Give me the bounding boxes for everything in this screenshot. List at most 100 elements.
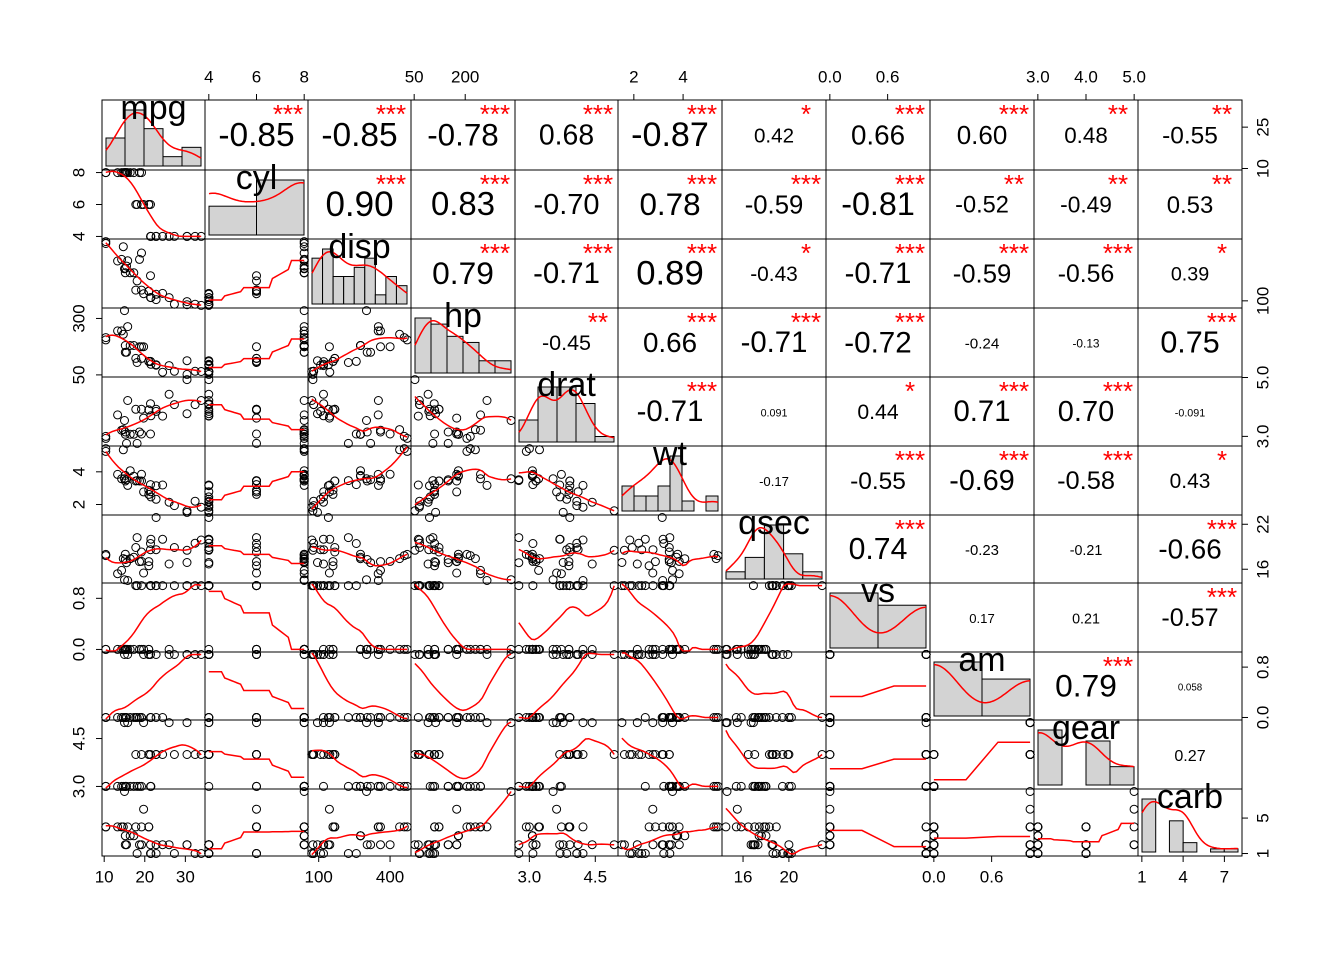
panel-qsec-drat bbox=[514, 513, 619, 585]
scatter-point bbox=[204, 644, 214, 654]
scatter-point bbox=[657, 713, 667, 722]
scatter-point bbox=[351, 480, 361, 490]
correlation-value: -0.55 bbox=[1162, 122, 1218, 149]
scatter-point bbox=[169, 849, 179, 858]
scatter-point bbox=[101, 431, 111, 441]
panel-mpg-mpg: mpg bbox=[101, 89, 206, 171]
scatter-point bbox=[825, 787, 835, 796]
tick-label: 5 bbox=[1253, 813, 1272, 822]
scatter-point bbox=[674, 781, 684, 791]
correlation-value: -0.49 bbox=[1060, 192, 1112, 218]
scatter-point bbox=[674, 569, 684, 579]
scatter-point bbox=[120, 341, 130, 350]
panel-cyl-disp: 0.90*** bbox=[307, 169, 412, 240]
scatter-point bbox=[120, 555, 130, 564]
tick-label: 10 bbox=[95, 867, 114, 886]
scatter-point bbox=[123, 396, 133, 405]
scatter-point bbox=[617, 581, 627, 591]
tick-label: 8 bbox=[69, 168, 88, 177]
scatter-point bbox=[674, 556, 684, 566]
scatter-point bbox=[587, 718, 597, 728]
scatter-point bbox=[139, 804, 149, 814]
scatter-point bbox=[319, 581, 329, 591]
scatter-point bbox=[535, 713, 544, 722]
panel-vs-hp bbox=[410, 581, 516, 654]
scatter-point bbox=[771, 750, 781, 759]
scatter-point bbox=[120, 718, 129, 728]
scatter-point bbox=[627, 849, 637, 858]
scatter-point bbox=[319, 411, 328, 421]
correlation-value: -0.45 bbox=[542, 331, 591, 355]
panel-vs-wt bbox=[617, 581, 723, 654]
panel-am-gear: 0.79*** bbox=[1033, 651, 1139, 721]
scatter-point bbox=[528, 581, 538, 591]
scatter-point bbox=[137, 750, 146, 759]
panel-drat-carb: -0.091 bbox=[1137, 376, 1243, 447]
scatter-point bbox=[151, 750, 161, 759]
panel-border bbox=[1137, 788, 1243, 857]
scatter-point bbox=[627, 543, 637, 552]
scatter-point bbox=[514, 558, 524, 568]
top-axis-vs: 0.0 0.6 bbox=[818, 67, 899, 100]
scatter-point bbox=[565, 547, 575, 557]
scatter-point bbox=[452, 650, 462, 659]
scatter-point bbox=[131, 581, 141, 591]
smooth-line bbox=[105, 334, 202, 373]
scatter-point bbox=[164, 497, 174, 507]
significance-stars: *** bbox=[687, 307, 717, 337]
scatter-point bbox=[531, 840, 541, 850]
scatter-point bbox=[428, 533, 438, 543]
panel-mpg-drat: 0.68*** bbox=[514, 99, 619, 171]
scatter-point bbox=[132, 781, 142, 791]
scatter-point bbox=[299, 416, 309, 425]
significance-stars: *** bbox=[583, 238, 613, 268]
scatter-point bbox=[137, 429, 146, 439]
scatter-point bbox=[632, 718, 642, 728]
scatter-point bbox=[664, 644, 674, 654]
panel-carb-hp bbox=[410, 787, 516, 858]
scatter-point bbox=[137, 581, 146, 591]
histogram-bar bbox=[1085, 740, 1111, 786]
scatter-point bbox=[169, 650, 179, 659]
scatter-point bbox=[640, 713, 650, 722]
histogram-bar bbox=[343, 276, 355, 305]
scatter-point bbox=[151, 713, 161, 722]
scatter-point bbox=[182, 840, 192, 850]
bottom-axis-qsec: 16 20 bbox=[734, 856, 798, 886]
scatter-point bbox=[527, 466, 537, 476]
correlation-value: -0.71 bbox=[533, 257, 600, 290]
scatter-point bbox=[921, 750, 931, 759]
tick-label: 300 bbox=[69, 304, 88, 332]
scatter-point bbox=[548, 718, 558, 728]
panel-border bbox=[617, 514, 723, 584]
scatter-point bbox=[413, 840, 423, 850]
smooth-line bbox=[311, 398, 408, 438]
correlation-value: 0.90 bbox=[325, 185, 393, 224]
scatter-point bbox=[123, 718, 133, 728]
scatter-point bbox=[190, 849, 200, 858]
scatter-point bbox=[657, 581, 667, 591]
scatter-point bbox=[309, 650, 319, 659]
scatter-point bbox=[319, 492, 328, 502]
histogram-bar bbox=[311, 257, 324, 305]
scatter-point bbox=[125, 644, 135, 654]
scatter-point bbox=[644, 561, 654, 571]
scatter-point bbox=[644, 822, 654, 832]
scatter-point bbox=[324, 568, 334, 578]
scatter-point bbox=[373, 569, 383, 579]
panel-border bbox=[929, 788, 1035, 857]
scatter-point bbox=[373, 396, 383, 405]
scatter-point bbox=[356, 466, 365, 476]
scatter-point bbox=[131, 476, 141, 486]
tick-label: 1 bbox=[1137, 867, 1146, 886]
scatter-point bbox=[182, 507, 192, 517]
scatter-point bbox=[366, 347, 376, 357]
scatter-point bbox=[573, 650, 583, 659]
right-axis-disp: 100 bbox=[1242, 287, 1272, 315]
scatter-point bbox=[131, 543, 141, 552]
scatter-point bbox=[158, 534, 168, 544]
scatter-point bbox=[778, 750, 788, 759]
panel-carb-qsec bbox=[721, 787, 827, 858]
scatter-point bbox=[452, 840, 462, 850]
smooth-line bbox=[208, 750, 305, 779]
